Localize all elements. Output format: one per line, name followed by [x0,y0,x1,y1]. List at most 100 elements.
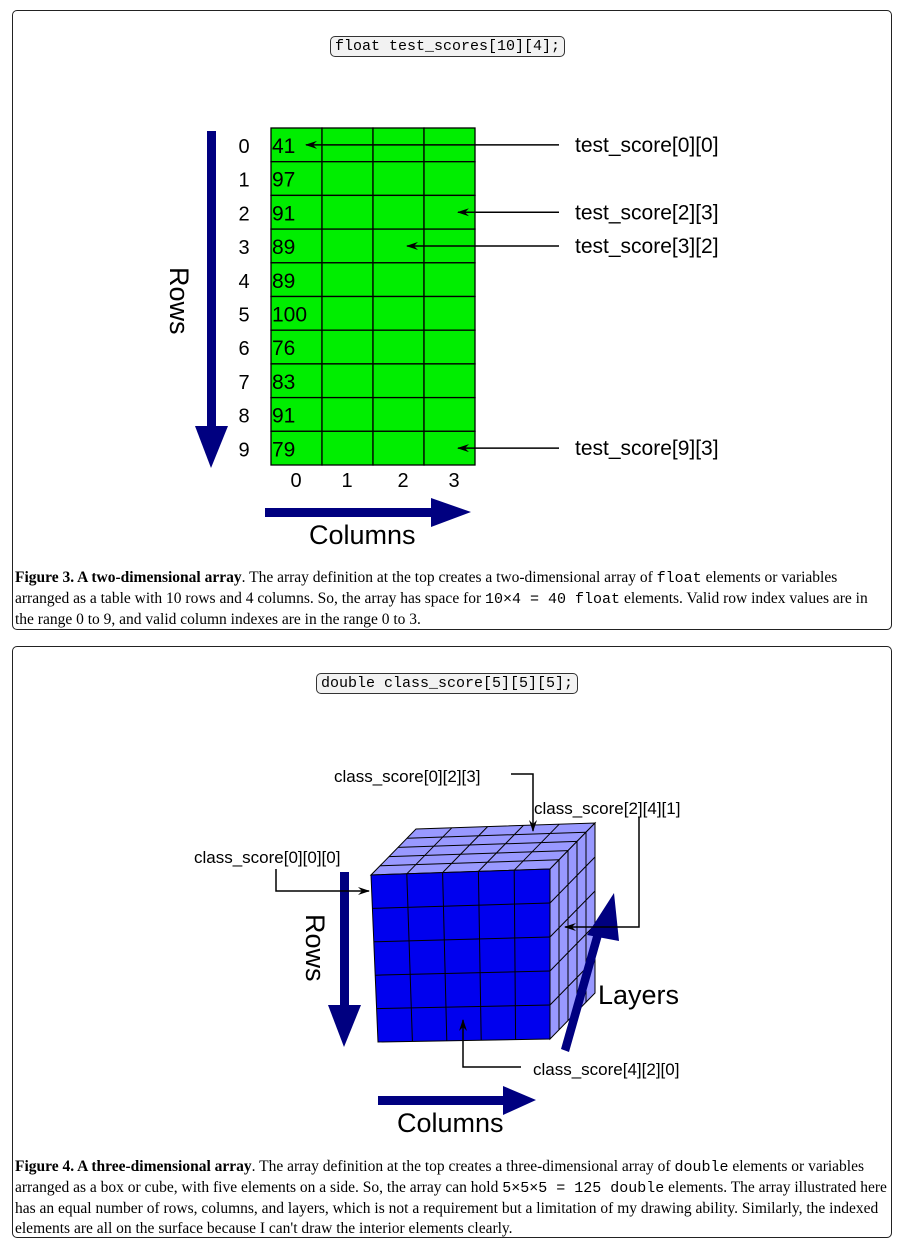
pointer-arrow-4-2-0 [459,1019,521,1068]
caption-text: elements. Valid row index values are in … [15,590,868,628]
top-column-line [478,825,524,872]
row-index-label: 8 [238,406,249,428]
array-cell [321,262,374,298]
figure-4-panel: double class_score[5][5][5]; Rows Layers… [12,646,892,1238]
array-cell [372,194,425,230]
cell-value: 91 [272,202,295,225]
front-column-line [442,872,448,1041]
columns-direction-arrow [378,1086,536,1115]
column-index-label: 2 [397,470,408,492]
side-row-line [549,890,596,938]
pointer-label-class-score-2-4-1: class_score[2][4][1] [534,799,680,818]
array-cell [270,430,323,466]
array-cell [423,262,476,298]
row-index-label: 0 [238,136,249,158]
array-cell [372,262,425,298]
cube-front-face [370,868,551,1043]
front-column-line [406,873,413,1042]
array-cell [372,329,425,365]
columns-axis-label: Columns [309,520,416,550]
figure-4-caption: Figure 4. A three-dimensional array. The… [15,1157,887,1239]
cell-value: 91 [272,405,295,428]
array-cell [423,161,476,197]
element-pointers: test_score[0][0] test_score[2][3] test_sco… [305,134,719,460]
top-column-line [406,827,453,875]
side-row-line [549,856,596,904]
cell-value: 76 [272,337,295,360]
caption-code: 5×5×5 = 125 double [502,1180,665,1197]
caption-title: Figure 4. A three-dimensional array [15,1158,252,1175]
row-index-label: 1 [238,170,249,192]
front-row-line [376,1004,551,1010]
array-cell [423,329,476,365]
pointer-label: test_score[2][3] [575,201,719,224]
pointer-label: test_score[0][0] [575,134,719,157]
top-layer-line [397,840,578,848]
pointer-label-class-score-0-2-3: class_score[0][2][3] [334,767,480,786]
array-definition-code: double class_score[5][5][5]; [316,673,579,694]
array-cell [321,161,374,197]
pointer-label: test_score[9][3] [575,437,719,460]
top-layer-line [406,831,587,839]
cell-value: 79 [272,438,295,461]
front-row-line [373,936,551,943]
cell-value: 83 [272,371,295,394]
caption-code: float [656,570,702,587]
array-cell [423,396,476,432]
cell-value: 89 [272,270,295,293]
side-row-line [549,924,596,972]
array-grid: 41 97 91 89 89 100 76 83 91 79 [270,127,476,466]
caption-text: . The array definition at the top create… [251,1158,675,1175]
row-index-label: 4 [238,271,249,293]
array-cell [321,228,374,264]
front-row-line [372,902,551,909]
row-index-label: 3 [238,237,249,259]
caption-text: elements or variables arranged as a tabl… [15,569,838,607]
column-index-labels: 0 1 2 3 [290,470,459,492]
pointer-arrow-0-2-3 [511,773,537,832]
element-pointers: class_score[0][2][3] class_score[2][4][1… [194,767,680,1079]
array-cell [423,363,476,399]
rows-direction-arrow [195,131,228,468]
three-dimensional-array-diagram: Rows Layers Columns class_score[0][2][3]… [194,767,680,1138]
front-column-line [477,871,482,1041]
array-cell [270,228,323,264]
pointer-label-class-score-0-0-0: class_score[0][0][0] [194,848,340,867]
array-cell [321,194,374,230]
array-cell [321,396,374,432]
figure-3-panel: float test_scores[10][4]; Rows Columns 4… [12,10,892,630]
layers-axis-label: Layers [598,980,679,1010]
front-column-line [513,870,517,1040]
array-cell [321,295,374,331]
layers-direction-arrow [561,893,619,1052]
array-definition-code: float test_scores[10][4]; [330,36,566,57]
array-cell [372,396,425,432]
cell-value: 41 [272,135,295,158]
columns-axis-label: Columns [397,1108,504,1138]
array-cell [321,430,374,466]
top-column-line [442,826,488,873]
array-cell [372,295,425,331]
figure-3-caption: Figure 3. A two-dimensional array. The a… [15,568,887,630]
column-index-label: 3 [448,470,459,492]
top-layer-line [388,850,569,858]
columns-direction-arrow [265,498,471,527]
array-cell [270,161,323,197]
pointer-arrow-2-4-1 [564,817,640,931]
top-column-line [513,823,560,871]
front-row-line [375,970,551,976]
caption-code: 10×4 = 40 float [485,591,621,608]
rows-axis-label: Rows [164,267,194,335]
caption-text: elements or variables arranged as a box … [15,1158,865,1196]
row-index-labels: 0 1 2 3 4 5 6 7 8 9 [238,136,249,461]
array-cell [372,363,425,399]
array-cell [423,295,476,331]
caption-text: elements. The array illustrated here has… [15,1179,887,1237]
cell-value: 100 [272,304,307,327]
pointer-label: test_score[3][2] [575,235,719,258]
caption-code: double [674,1159,729,1176]
row-index-label: 9 [238,439,249,461]
rows-direction-arrow [328,872,361,1047]
row-index-label: 7 [238,372,249,394]
